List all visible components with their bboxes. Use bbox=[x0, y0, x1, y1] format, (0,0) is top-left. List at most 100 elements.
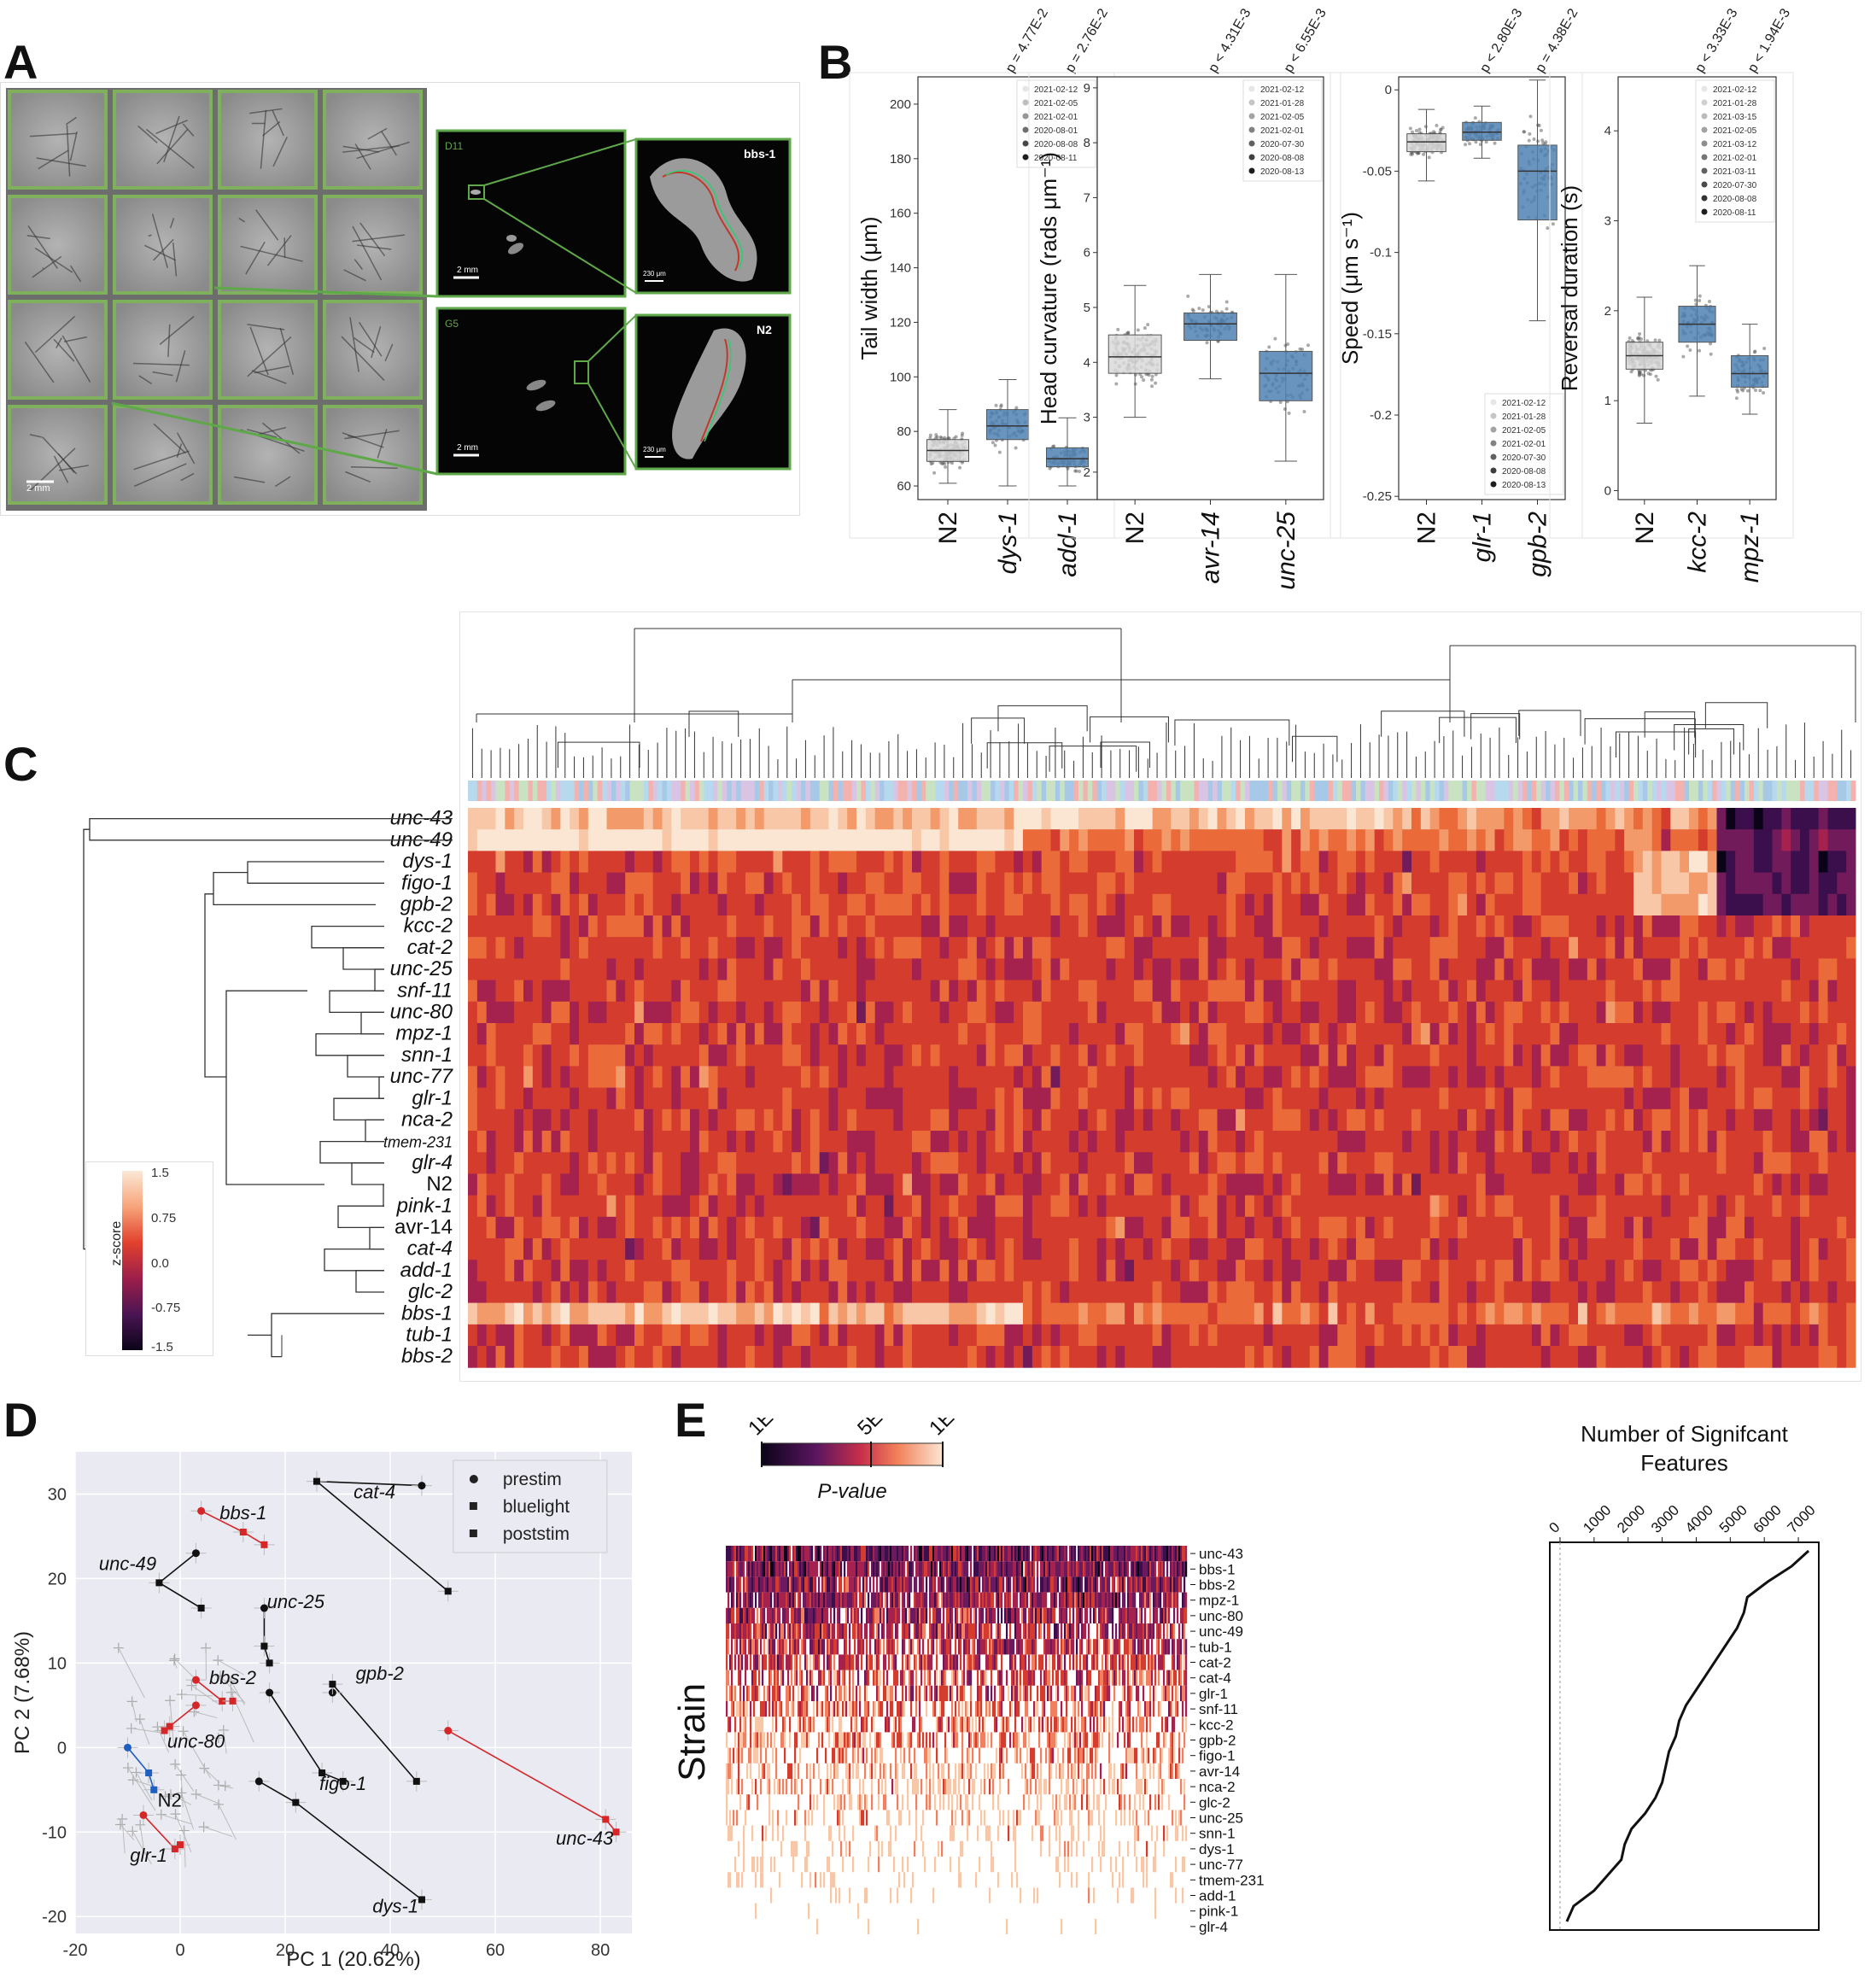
panel-label-d: D bbox=[3, 1392, 38, 1448]
category-label: N2 bbox=[934, 512, 962, 544]
column-color bbox=[487, 781, 492, 801]
column-color bbox=[1065, 781, 1070, 801]
column-color bbox=[611, 781, 617, 801]
column-color bbox=[1352, 781, 1357, 801]
column-color bbox=[875, 781, 880, 801]
column-color bbox=[1300, 781, 1306, 801]
column-color bbox=[1189, 781, 1195, 801]
data-point bbox=[1638, 332, 1641, 336]
features-tick-label: 1000 bbox=[1580, 1502, 1614, 1536]
row-label: tmem-231 bbox=[383, 1134, 453, 1151]
series-label: gpb-2 bbox=[356, 1663, 404, 1684]
box bbox=[1184, 313, 1237, 340]
column-color bbox=[542, 781, 547, 801]
poststim-point bbox=[413, 1778, 420, 1785]
data-point bbox=[1762, 347, 1766, 350]
y-tick-label: -0.05 bbox=[1363, 164, 1392, 178]
column-color bbox=[912, 781, 917, 801]
column-color bbox=[1097, 781, 1102, 801]
prestim-point bbox=[192, 1676, 200, 1684]
pvalue-row bbox=[726, 1546, 1187, 1561]
column-dendrogram bbox=[472, 629, 1856, 778]
well bbox=[219, 407, 316, 503]
column-color bbox=[931, 781, 936, 801]
data-point bbox=[1655, 375, 1658, 378]
category-label: unc-25 bbox=[1272, 512, 1300, 590]
y-tick-label: 0 bbox=[1604, 483, 1611, 498]
pvalue-tick: 1E-02 bbox=[925, 1418, 979, 1440]
features-title-2: Features bbox=[1640, 1450, 1728, 1476]
column-color bbox=[1768, 781, 1773, 801]
heatmap-row bbox=[468, 1044, 1856, 1067]
data-point bbox=[1762, 391, 1765, 395]
column-color bbox=[1476, 781, 1482, 801]
cbar-tick-2: 0.75 bbox=[151, 1211, 176, 1225]
y-tick-label: 6 bbox=[1084, 246, 1090, 260]
column-color bbox=[639, 781, 644, 801]
heatmap-row bbox=[468, 1088, 1856, 1110]
data-point bbox=[1267, 345, 1271, 348]
column-color bbox=[1162, 781, 1167, 801]
strain-label: snn-1 bbox=[1199, 1826, 1236, 1842]
legend-entry: bluelight bbox=[503, 1497, 570, 1517]
series-label: unc-43 bbox=[556, 1828, 614, 1849]
legend-entry: 2021-02-05 bbox=[1034, 99, 1078, 108]
column-color bbox=[1421, 781, 1426, 801]
column-color bbox=[1324, 781, 1329, 801]
column-color bbox=[1342, 781, 1347, 801]
column-color bbox=[1009, 781, 1014, 801]
column-color bbox=[833, 781, 839, 801]
heatmap-row bbox=[468, 1325, 1856, 1347]
strain-label: nca-2 bbox=[1199, 1779, 1236, 1795]
column-color bbox=[949, 781, 954, 801]
column-color bbox=[745, 781, 751, 801]
legend-entry: 2021-02-05 bbox=[1260, 113, 1305, 122]
data-point bbox=[1468, 142, 1471, 145]
column-color bbox=[528, 781, 533, 801]
box bbox=[1463, 122, 1502, 140]
column-color bbox=[792, 781, 797, 801]
column-color bbox=[1597, 781, 1602, 801]
y-tick-label: 20 bbox=[48, 1570, 67, 1588]
y-tick-label: 30 bbox=[48, 1485, 67, 1504]
column-color bbox=[1032, 781, 1037, 801]
strain-label: snf-11 bbox=[1199, 1701, 1238, 1717]
column-color bbox=[1712, 781, 1717, 801]
category-label: avr-14 bbox=[1197, 512, 1225, 584]
box bbox=[1259, 351, 1312, 401]
strain-label: pink-1 bbox=[1199, 1904, 1238, 1920]
prestim-point bbox=[255, 1777, 263, 1785]
bluelight-point bbox=[260, 1643, 267, 1650]
column-color bbox=[1254, 781, 1259, 801]
x-tick-label: 80 bbox=[591, 1941, 610, 1960]
column-color bbox=[1823, 781, 1828, 801]
pvalue-label: P-value bbox=[817, 1480, 886, 1503]
column-color bbox=[1703, 781, 1708, 801]
well bbox=[324, 301, 421, 398]
pvalue-row bbox=[726, 1639, 1187, 1654]
y-tick-label: -20 bbox=[42, 1908, 67, 1927]
column-color bbox=[630, 781, 635, 801]
prestim-point bbox=[197, 1507, 205, 1515]
data-point bbox=[1681, 355, 1685, 359]
column-color bbox=[496, 781, 501, 801]
column-color bbox=[1092, 781, 1097, 801]
data-point bbox=[1708, 300, 1711, 303]
column-color bbox=[1203, 781, 1208, 801]
legend-entry: 2021-02-01 bbox=[1713, 154, 1757, 163]
column-color bbox=[1499, 781, 1505, 801]
row-label: mpz-1 bbox=[395, 1022, 453, 1045]
column-color bbox=[866, 781, 871, 801]
column-color bbox=[616, 781, 621, 801]
column-color bbox=[575, 781, 580, 801]
column-color bbox=[607, 781, 612, 801]
column-color bbox=[981, 781, 986, 801]
column-color bbox=[1157, 781, 1162, 801]
data-point bbox=[1192, 309, 1195, 313]
column-color bbox=[954, 781, 959, 801]
data-point bbox=[1709, 353, 1713, 356]
row-label: dys-1 bbox=[402, 850, 453, 873]
prestim-point bbox=[192, 1549, 200, 1557]
pvalue-row bbox=[726, 1701, 1187, 1717]
legend-entry: 2020-08-08 bbox=[1034, 140, 1078, 149]
